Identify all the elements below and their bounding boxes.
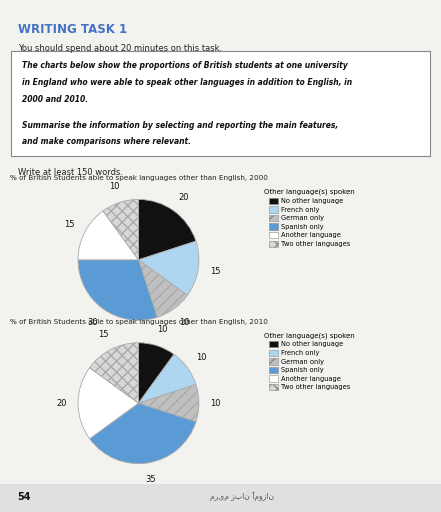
Wedge shape (138, 354, 196, 403)
Text: Write at least 150 words.: Write at least 150 words. (18, 168, 123, 177)
Wedge shape (138, 241, 199, 295)
Wedge shape (78, 211, 138, 260)
Text: مریم زبان آموزان: مریم زبان آموزان (210, 492, 275, 501)
Wedge shape (138, 343, 174, 403)
Text: 15: 15 (98, 330, 108, 339)
Wedge shape (90, 403, 196, 463)
Text: 54: 54 (18, 492, 31, 502)
Wedge shape (138, 385, 199, 422)
Text: 10: 10 (179, 318, 189, 327)
Legend: No other language, French only, German only, Spanish only, Another language, Two: No other language, French only, German o… (263, 331, 356, 392)
Text: You should spend about 20 minutes on this task.: You should spend about 20 minutes on thi… (18, 44, 222, 53)
Wedge shape (138, 260, 187, 317)
Wedge shape (90, 343, 138, 403)
Text: 20: 20 (179, 193, 189, 202)
Title: % of British Students able to speak languages other than English, 2010: % of British Students able to speak lang… (10, 318, 267, 325)
Text: in England who were able to speak other languages in addition to English, in: in England who were able to speak other … (22, 78, 352, 88)
Text: 10: 10 (157, 325, 168, 334)
Text: 30: 30 (88, 318, 98, 327)
Text: 20: 20 (56, 399, 67, 408)
FancyBboxPatch shape (11, 51, 430, 156)
Text: Summarise the information by selecting and reporting the main features,: Summarise the information by selecting a… (22, 121, 338, 130)
Text: and make comparisons where relevant.: and make comparisons where relevant. (22, 138, 191, 146)
Text: 35: 35 (145, 475, 156, 484)
Text: 10: 10 (196, 353, 206, 362)
Wedge shape (138, 200, 196, 260)
Text: 15: 15 (64, 220, 75, 229)
Text: The charts below show the proportions of British students at one university: The charts below show the proportions of… (22, 61, 348, 71)
Text: 2000 and 2010.: 2000 and 2010. (22, 95, 88, 104)
Bar (0, 484, 441, 512)
Text: 10: 10 (210, 399, 221, 408)
Text: 10: 10 (109, 182, 120, 191)
Text: WRITING TASK 1: WRITING TASK 1 (18, 23, 127, 36)
Wedge shape (78, 260, 157, 320)
Wedge shape (78, 368, 138, 439)
Text: 15: 15 (209, 267, 220, 276)
Wedge shape (103, 200, 138, 260)
Legend: No other language, French only, German only, Spanish only, Another language, Two: No other language, French only, German o… (263, 188, 356, 248)
Title: % of British Students able to speak languages other than English, 2000: % of British Students able to speak lang… (10, 175, 267, 181)
